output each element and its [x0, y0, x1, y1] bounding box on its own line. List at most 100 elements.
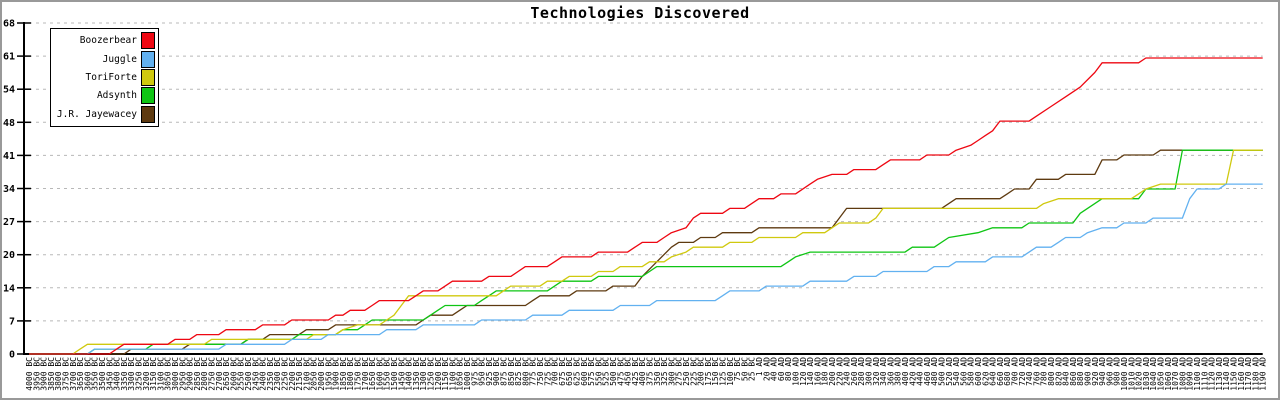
- x-axis-label: 725 BC: [543, 357, 552, 386]
- x-axis-label: 2900 BC: [186, 357, 195, 391]
- x-axis-label: 275 BC: [675, 357, 684, 386]
- x-axis-label: 1100 AD: [1193, 357, 1202, 391]
- x-axis-label: 1400 BC: [405, 357, 414, 391]
- x-axis-label: 2000 BC: [317, 357, 326, 391]
- x-axis-label: 850 BC: [507, 357, 516, 386]
- x-axis-label: 480 AD: [930, 357, 939, 386]
- x-axis-label: 1000 AD: [1120, 357, 1129, 391]
- x-axis-label: 900 BC: [492, 357, 501, 386]
- x-axis-label: 75 BC: [733, 357, 742, 381]
- x-axis-label: 280 AD: [857, 357, 866, 386]
- x-axis-label: 760 AD: [1032, 357, 1041, 386]
- x-axis-label: 180 AD: [821, 357, 830, 386]
- x-axis-label: 620 AD: [981, 357, 990, 386]
- x-axis-label: 880 AD: [1076, 357, 1085, 386]
- x-axis-label: 740 AD: [1025, 357, 1034, 386]
- x-axis-label: 140 AD: [806, 357, 815, 386]
- x-axis-label: 2200 BC: [288, 357, 297, 391]
- x-axis-label: 160 AD: [813, 357, 822, 386]
- x-axis-label: 950 BC: [478, 357, 487, 386]
- x-axis-label: 750 BC: [536, 357, 545, 386]
- x-axis-label: 2950 BC: [178, 357, 187, 391]
- x-axis-label: 520 AD: [945, 357, 954, 386]
- x-axis-label: 1900 BC: [332, 357, 341, 391]
- x-axis-label: 660 AD: [996, 357, 1005, 386]
- x-axis-label: 120 AD: [799, 357, 808, 386]
- x-axis-label: 2450 BC: [251, 357, 260, 391]
- x-axis-label: 260 AD: [850, 357, 859, 386]
- x-axis-label: 3600 BC: [83, 357, 92, 391]
- x-axis-label: 3000 BC: [171, 357, 180, 391]
- series-line-boozerbear: [29, 57, 1263, 355]
- y-axis-label: 54: [3, 85, 15, 96]
- x-axis-label: 1950 BC: [324, 357, 333, 391]
- x-axis-label: 375 BC: [646, 357, 655, 386]
- x-axis-label: 340 AD: [879, 357, 888, 386]
- x-axis-label: 4000 BC: [25, 357, 34, 391]
- x-axis-label: 720 AD: [1018, 357, 1027, 386]
- x-axis-label: 1100 BC: [448, 357, 457, 391]
- x-axis-label: 2850 BC: [193, 357, 202, 391]
- x-axis-label: 100 AD: [792, 357, 801, 386]
- legend-color-swatch: [141, 105, 155, 123]
- legend-color-swatch: [141, 87, 155, 105]
- x-axis-label: 1130 AD: [1215, 357, 1224, 391]
- x-axis-label: 2150 BC: [295, 357, 304, 391]
- x-axis-label: 3550 BC: [91, 357, 100, 391]
- x-axis-label: 650 BC: [565, 357, 574, 386]
- x-axis-label: 3450 BC: [105, 357, 114, 391]
- x-axis-label: 1170 AD: [1244, 357, 1253, 391]
- x-axis-label: 1070 AD: [1171, 357, 1180, 391]
- series-line-adsynth: [29, 149, 1263, 355]
- legend-label: J.R. Jayewacey: [56, 108, 137, 120]
- x-axis-label: 460 AD: [923, 357, 932, 386]
- y-axis-label: 41: [3, 151, 15, 162]
- x-axis-label: 1180 AD: [1251, 357, 1260, 391]
- x-axis-label: 625 BC: [573, 357, 582, 386]
- x-axis-label: 1800 BC: [346, 357, 355, 391]
- x-axis-label: 680 AD: [1003, 357, 1012, 386]
- series-line-j-r-jayewacey: [29, 149, 1263, 355]
- legend-label: Boozerbear: [79, 35, 137, 47]
- x-axis-label: 225 BC: [689, 357, 698, 386]
- x-axis-label: 2500 BC: [244, 357, 253, 391]
- series-line-toriforte: [29, 149, 1263, 355]
- x-axis-label: 3250 BC: [135, 357, 144, 391]
- y-axis-label: 34: [3, 184, 15, 195]
- y-axis-label: 61: [3, 52, 15, 63]
- legend-color-swatch: [141, 68, 155, 86]
- x-axis-label: 2750 BC: [208, 357, 217, 391]
- x-axis-label: 1030 AD: [1142, 357, 1151, 391]
- x-axis-label: 780 AD: [1040, 357, 1049, 386]
- x-axis-label: 825 BC: [514, 357, 523, 386]
- x-axis-label: 60 AD: [777, 357, 786, 381]
- x-axis-label: 200 BC: [697, 357, 706, 386]
- x-axis-label: 25 BC: [748, 357, 757, 381]
- legend-label: ToriForte: [85, 71, 137, 83]
- x-axis-label: 3300 BC: [127, 357, 136, 391]
- x-axis-label: 450 BC: [624, 357, 633, 386]
- x-axis-label: 1050 AD: [1157, 357, 1166, 391]
- legend-label: Juggle: [102, 53, 137, 65]
- x-axis-label: 40 AD: [770, 357, 779, 381]
- y-axis-label: 7: [9, 316, 15, 327]
- series-line-juggle: [29, 183, 1263, 355]
- legend-row: Adsynth: [51, 87, 158, 105]
- x-axis-label: 925 BC: [485, 357, 494, 386]
- x-axis-label: 700 BC: [551, 357, 560, 386]
- x-axis-label: 3100 BC: [156, 357, 165, 391]
- legend-row: Juggle: [51, 50, 158, 68]
- x-axis-label: 440 AD: [916, 357, 925, 386]
- legend-row: J.R. Jayewacey: [51, 105, 158, 123]
- x-axis-label: 1300 BC: [419, 357, 428, 391]
- x-axis-label: 150 BC: [711, 357, 720, 386]
- x-axis-label: 1080 AD: [1178, 357, 1187, 391]
- y-axis-label: 0: [9, 350, 15, 361]
- x-axis-label: 1110 AD: [1200, 357, 1209, 391]
- x-axis-label: 3650 BC: [76, 357, 85, 391]
- x-axis-label: 20 AD: [762, 357, 771, 381]
- x-axis-label: 2650 BC: [222, 357, 231, 391]
- x-axis-label: 800 BC: [521, 357, 530, 386]
